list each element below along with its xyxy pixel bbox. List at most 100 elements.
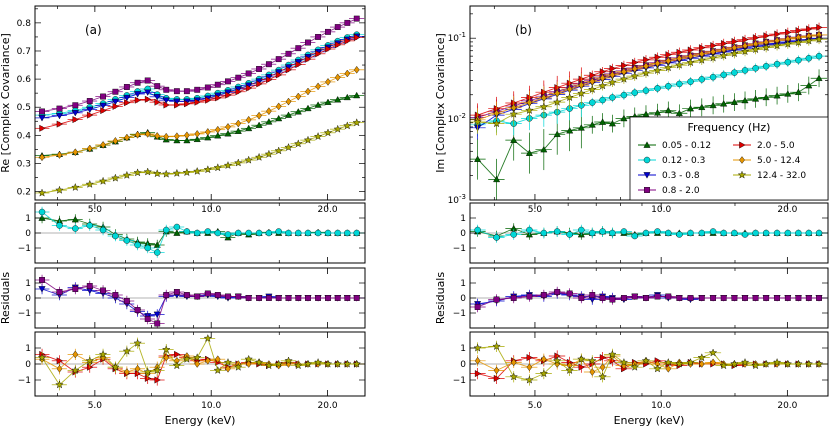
series-12-4-32-0 xyxy=(470,34,828,136)
data-point xyxy=(245,124,253,132)
data-point xyxy=(112,88,119,95)
data-point xyxy=(631,293,638,300)
data-point xyxy=(71,366,80,374)
data-point xyxy=(223,161,233,169)
plot-area xyxy=(470,286,828,313)
data-point xyxy=(39,153,45,162)
data-point xyxy=(720,295,727,301)
data-point xyxy=(741,96,749,104)
data-point xyxy=(589,368,596,376)
series-5-0-12-4 xyxy=(35,65,365,162)
data-point xyxy=(609,64,617,73)
y-tick-label: 0 xyxy=(460,229,466,239)
legend: Frequency (Hz) 0.05 - 0.12 0.12 - 0.3 0.3 -… xyxy=(629,116,829,201)
data-point xyxy=(173,223,181,231)
series-0-8-2-0 xyxy=(35,274,365,328)
data-point xyxy=(742,295,748,301)
data-point xyxy=(304,104,312,112)
data-point xyxy=(72,102,79,109)
data-point xyxy=(731,69,738,76)
data-point xyxy=(599,118,607,125)
data-point xyxy=(774,30,781,38)
data-point xyxy=(39,124,46,132)
data-point xyxy=(566,290,573,297)
data-point xyxy=(304,229,312,237)
data-point xyxy=(71,215,79,223)
y-axis-label: Im [Complex Covariance] xyxy=(434,33,447,173)
data-point xyxy=(173,136,181,144)
data-point xyxy=(577,124,585,131)
data-point xyxy=(144,316,151,322)
data-point xyxy=(761,359,771,368)
panel-re-main: 5.0 10.0 20.0 0.2 0.3 0.4 0.5 0.6 0.7 0.8 (a) Re [C… xyxy=(0,5,366,215)
series-12-4-32-0 xyxy=(35,118,365,197)
data-point xyxy=(39,108,45,115)
legend-marker xyxy=(644,187,650,193)
data-point xyxy=(526,354,534,362)
data-point xyxy=(315,50,322,58)
data-point xyxy=(72,116,79,124)
data-point xyxy=(134,96,142,104)
data-point xyxy=(305,295,311,301)
data-point xyxy=(214,125,221,134)
data-point xyxy=(213,163,222,172)
legend-label: 0.05 - 0.12 xyxy=(662,141,711,151)
series-2-0-5-0 xyxy=(470,22,828,127)
y-tick-label: 0 xyxy=(460,360,466,370)
data-point xyxy=(55,185,64,194)
data-point xyxy=(245,229,252,237)
series-0-05-0-12 xyxy=(470,69,828,200)
data-point xyxy=(134,241,141,249)
data-point xyxy=(55,112,64,120)
panel-im-residuals-3: 5.0 10.0 20.0 −1 0 1 Energy (keV) xyxy=(453,331,829,427)
data-point xyxy=(609,94,616,101)
data-point xyxy=(588,85,597,94)
data-point xyxy=(194,360,201,368)
series-0-8-2-0 xyxy=(35,15,365,115)
data-point xyxy=(599,228,606,235)
data-point xyxy=(642,87,650,94)
data-point xyxy=(608,77,617,86)
data-point xyxy=(112,232,119,240)
data-point xyxy=(772,41,782,50)
data-point xyxy=(324,98,332,105)
data-point xyxy=(553,228,561,235)
data-point xyxy=(773,91,781,99)
data-point xyxy=(245,295,252,301)
data-point xyxy=(86,283,93,289)
data-point xyxy=(111,362,120,371)
data-point xyxy=(752,229,759,237)
legend-label: 0.8 - 2.0 xyxy=(662,186,700,196)
data-point xyxy=(740,358,750,366)
legend-entry: 0.12 - 0.3 xyxy=(638,156,705,166)
data-point xyxy=(134,364,141,373)
data-point xyxy=(525,106,534,114)
data-point xyxy=(565,366,574,374)
data-point xyxy=(56,105,63,112)
y-tick-label: 0.2 xyxy=(17,188,31,198)
x-axis-label: Energy (keV) xyxy=(165,414,236,427)
data-point xyxy=(599,363,606,372)
data-point xyxy=(173,229,181,236)
data-point xyxy=(214,229,222,237)
data-point xyxy=(86,98,93,104)
data-point xyxy=(335,41,342,49)
data-point xyxy=(266,107,272,116)
data-point xyxy=(245,84,253,92)
x-tick-label: 5.0 xyxy=(88,205,103,215)
data-point xyxy=(112,137,119,145)
data-point xyxy=(285,97,292,106)
data-point xyxy=(244,354,253,363)
data-point xyxy=(275,114,283,122)
data-point xyxy=(143,167,152,176)
data-point xyxy=(675,60,684,69)
data-point xyxy=(526,293,533,300)
data-point xyxy=(235,88,242,96)
legend-entry: 0.3 - 0.8 xyxy=(638,171,700,181)
data-point xyxy=(578,295,585,301)
data-point xyxy=(773,60,781,68)
x-tick-label: 10.0 xyxy=(201,401,221,411)
data-point xyxy=(784,229,792,237)
data-point xyxy=(163,86,170,93)
data-point xyxy=(784,295,791,301)
